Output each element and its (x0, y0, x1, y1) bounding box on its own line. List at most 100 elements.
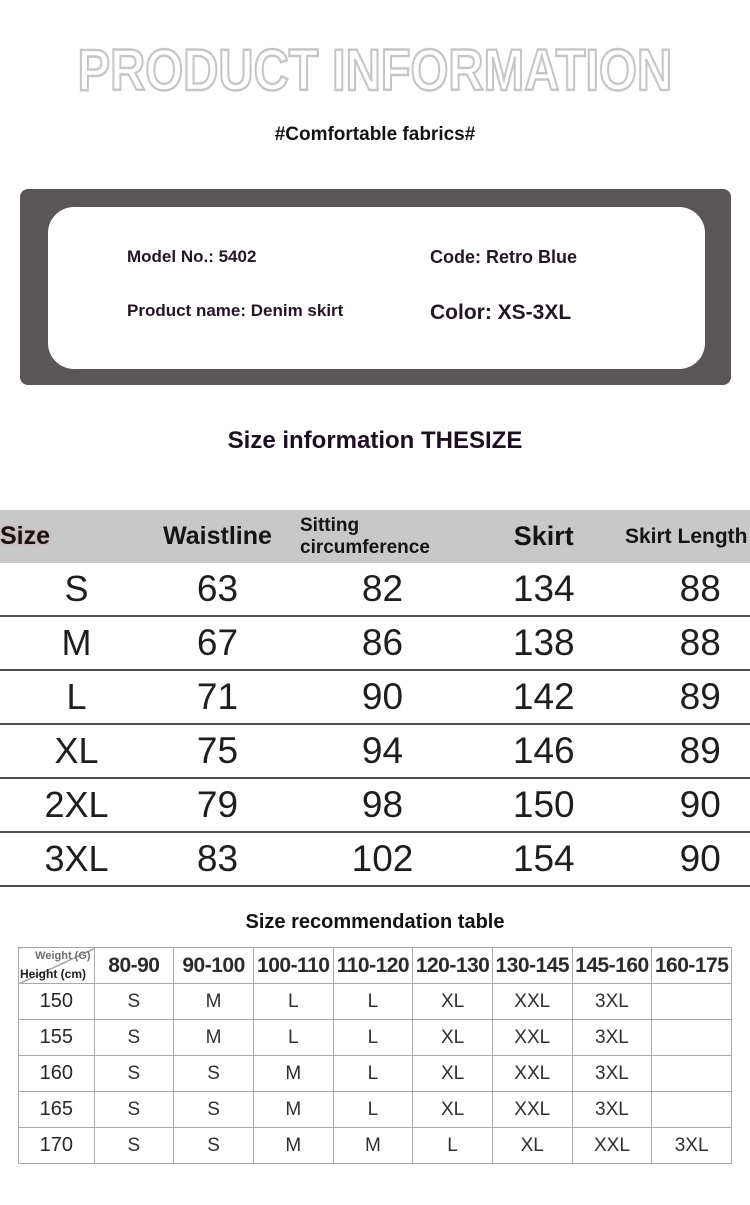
rec-size-cell: XXL (491, 1019, 573, 1056)
product-color: Color: XS-3XL (430, 301, 572, 324)
col-header-sitting: Sitting circumference (300, 514, 430, 558)
product-name: Product name: Denim skirt (127, 301, 344, 320)
hero-section: PRODUCT INFORMATION #Comfortable fabrics… (0, 0, 750, 146)
weight-range-header: 160-175 (651, 947, 732, 984)
rec-size-cell: S (93, 983, 175, 1020)
product-info-grid: Model No.: 5402 Code: Retro Blue Product… (127, 247, 695, 325)
rec-size-cell: M (252, 1091, 334, 1128)
size-table: Size Waistline Sitting circumference Ski… (0, 510, 750, 887)
col-header-skirt-length: Skirt Length (624, 524, 748, 548)
page-title: PRODUCT INFORMATION (77, 38, 674, 103)
recommendation-heading: Size recommendation table (245, 911, 505, 933)
size-table-header-row: Size Waistline Sitting circumference Ski… (0, 510, 750, 563)
rec-size-cell: 3XL (571, 1091, 653, 1128)
rec-size-cell: XL (491, 1127, 573, 1164)
size-table-row: 2XL 79 98 150 90 (0, 778, 750, 833)
model-number: Model No.: 5402 (127, 247, 257, 266)
col-header-skirt: Skirt (513, 521, 574, 551)
rec-size-cell: S (93, 1127, 175, 1164)
size-cell: 2XL (0, 778, 135, 833)
skirt-cell: 146 (465, 724, 623, 779)
col-header-waistline: Waistline (163, 522, 272, 550)
weight-range-header: 90-100 (173, 947, 254, 984)
size-info-heading: Size information THESIZE (227, 427, 523, 454)
rec-size-cell: S (173, 1127, 254, 1164)
rec-table-row: 160 S S M L XL XXL 3XL (18, 1055, 732, 1092)
size-table-row: XL 75 94 146 89 (0, 724, 750, 779)
skirt-cell: 150 (465, 778, 623, 833)
rec-size-cell (651, 1055, 732, 1092)
rec-size-cell: M (173, 1019, 254, 1056)
height-cell: 150 (18, 983, 95, 1020)
waistline-cell: 67 (135, 616, 300, 671)
weight-range-header: 145-160 (571, 947, 653, 984)
rec-size-cell: S (93, 1055, 175, 1092)
product-info-panel: Model No.: 5402 Code: Retro Blue Product… (48, 207, 705, 369)
skirt-length-cell: 88 (622, 563, 750, 617)
height-cell: 170 (18, 1127, 95, 1164)
skirt-cell: 142 (465, 670, 623, 725)
height-cell: 165 (18, 1091, 95, 1128)
skirt-length-cell: 90 (622, 832, 750, 887)
waistline-cell: 83 (135, 832, 300, 887)
rec-table-row: 150 S M L L XL XXL 3XL (18, 983, 732, 1020)
rec-size-cell: XXL (571, 1127, 653, 1164)
rec-size-cell: L (252, 1019, 334, 1056)
sitting-cell: 82 (300, 563, 465, 617)
rec-size-cell: 3XL (651, 1127, 732, 1164)
size-table-row: L 71 90 142 89 (0, 670, 750, 725)
waistline-cell: 63 (135, 563, 300, 617)
waistline-cell: 75 (135, 724, 300, 779)
rec-size-cell: M (332, 1127, 414, 1164)
col-header-size: Size (0, 522, 51, 550)
skirt-length-cell: 90 (622, 778, 750, 833)
rec-size-cell: S (173, 1055, 254, 1092)
rec-size-cell: L (332, 983, 414, 1020)
weight-range-header: 130-145 (491, 947, 573, 984)
size-cell: 3XL (0, 832, 135, 887)
weight-range-header: 120-130 (412, 947, 493, 984)
size-cell: L (0, 670, 135, 725)
rec-size-cell: 3XL (571, 1019, 653, 1056)
rec-size-cell: 3XL (571, 983, 653, 1020)
product-info-card: Model No.: 5402 Code: Retro Blue Product… (20, 189, 731, 385)
rec-table-row: 170 S S M M L XL XXL 3XL (18, 1127, 732, 1164)
rec-size-cell: 3XL (571, 1055, 653, 1092)
rec-size-cell: XL (412, 983, 493, 1020)
rec-size-cell: L (252, 983, 334, 1020)
sitting-cell: 98 (300, 778, 465, 833)
skirt-length-cell: 89 (622, 670, 750, 725)
waistline-cell: 71 (135, 670, 300, 725)
rec-size-cell (651, 983, 732, 1020)
product-code: Code: Retro Blue (430, 247, 578, 267)
size-table-row: M 67 86 138 88 (0, 616, 750, 671)
tagline: #Comfortable fabrics# (274, 124, 476, 145)
weight-range-header: 110-120 (332, 947, 414, 984)
weight-height-corner-cell: Weight (G) Height (cm) (18, 947, 95, 984)
height-cell: 155 (18, 1019, 95, 1056)
weight-range-header: 80-90 (93, 947, 175, 984)
height-axis-label: Height (cm) (20, 967, 86, 981)
skirt-length-cell: 88 (622, 616, 750, 671)
rec-size-cell (651, 1019, 732, 1056)
rec-size-cell: XL (412, 1091, 493, 1128)
rec-size-cell: L (412, 1127, 493, 1164)
rec-size-cell: L (332, 1019, 414, 1056)
rec-size-cell: XXL (491, 1091, 573, 1128)
rec-size-cell: XXL (491, 983, 573, 1020)
rec-size-cell (651, 1091, 732, 1128)
sitting-cell: 90 (300, 670, 465, 725)
rec-size-cell: S (93, 1019, 175, 1056)
sitting-cell: 102 (300, 832, 465, 887)
rec-size-cell: S (93, 1091, 175, 1128)
rec-table-row: 165 S S M L XL XXL 3XL (18, 1091, 732, 1128)
sitting-cell: 94 (300, 724, 465, 779)
rec-size-cell: M (252, 1055, 334, 1092)
size-cell: S (0, 563, 135, 617)
rec-table-row: 155 S M L L XL XXL 3XL (18, 1019, 732, 1056)
rec-size-cell: L (332, 1091, 414, 1128)
rec-size-cell: M (173, 983, 254, 1020)
skirt-cell: 154 (465, 832, 623, 887)
skirt-cell: 134 (465, 563, 623, 617)
